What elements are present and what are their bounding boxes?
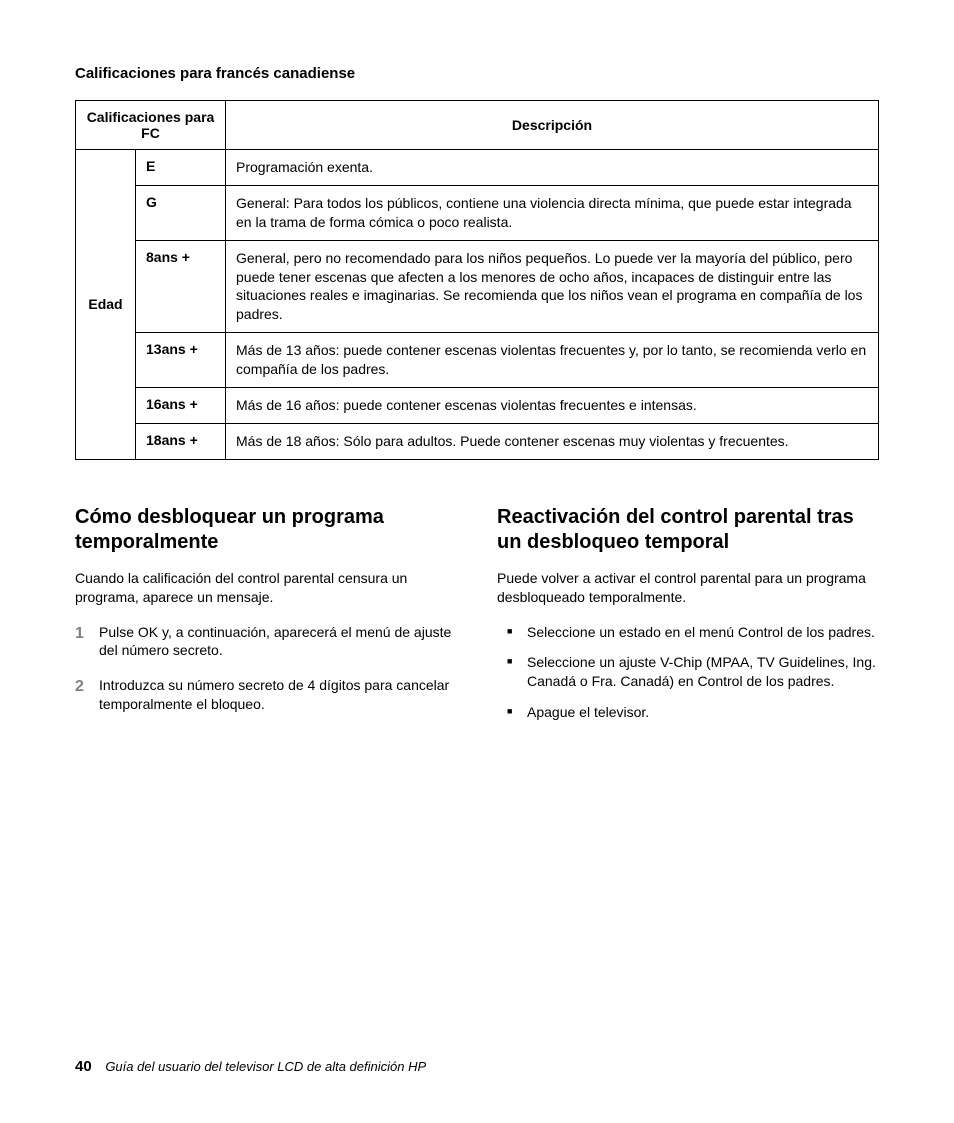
table-row-label: Edad — [76, 150, 136, 460]
step-item: 2Introduzca su número secreto de 4 dígit… — [99, 676, 457, 714]
left-heading: Cómo desbloquear un programa temporalmen… — [75, 505, 457, 555]
right-intro: Puede volver a activar el control parent… — [497, 569, 879, 607]
left-column: Cómo desbloquear un programa temporalmen… — [75, 505, 457, 734]
table-row: 16ans + Más de 16 años: puede contener e… — [76, 388, 879, 424]
table-row: 8ans + General, pero no recomendado para… — [76, 240, 879, 333]
rating-code: G — [136, 185, 226, 240]
step-item: 1Pulse OK y, a continuación, aparecerá e… — [99, 623, 457, 661]
rating-code: 16ans + — [136, 388, 226, 424]
table-row: G General: Para todos los públicos, cont… — [76, 185, 879, 240]
right-column: Reactivación del control parental tras u… — [497, 505, 879, 734]
page-footer: 40 Guía del usuario del televisor LCD de… — [75, 1058, 426, 1075]
bullet-item: Seleccione un ajuste V-Chip (MPAA, TV Gu… — [527, 653, 879, 691]
two-column-layout: Cómo desbloquear un programa temporalmen… — [75, 505, 879, 734]
table-row: 18ans + Más de 18 años: Sólo para adulto… — [76, 423, 879, 459]
rating-code: 13ans + — [136, 333, 226, 388]
table-header-description: Descripción — [226, 101, 879, 150]
steps-list: 1 Pulse OK y, a continuación, aparecerá e… — [75, 623, 457, 715]
rating-desc: Más de 13 años: puede contener escenas v… — [226, 333, 879, 388]
rating-desc: Más de 18 años: Sólo para adultos. Puede… — [226, 423, 879, 459]
table-header-ratings: Calificaciones para FC — [76, 101, 226, 150]
step-text: Introduzca su número secreto de 4 dígito… — [99, 677, 449, 712]
ratings-table: Calificaciones para FC Descripción Edad … — [75, 100, 879, 460]
rating-code: E — [136, 150, 226, 186]
section-title: Calificaciones para francés canadiense — [75, 65, 879, 82]
page-number: 40 — [75, 1058, 92, 1075]
table-row: 13ans + Más de 13 años: puede contener e… — [76, 333, 879, 388]
rating-desc: General: Para todos los públicos, contie… — [226, 185, 879, 240]
rating-desc: Más de 16 años: puede contener escenas v… — [226, 388, 879, 424]
step-text: Pulse OK y, a continuación, aparecerá el… — [99, 624, 451, 659]
rating-code: 8ans + — [136, 240, 226, 333]
rating-desc: General, pero no recomendado para los ni… — [226, 240, 879, 333]
left-intro: Cuando la calificación del control paren… — [75, 569, 457, 607]
step-number: 2 — [75, 676, 84, 698]
bullet-item: Apague el televisor. — [527, 703, 879, 722]
step-number: 1 — [75, 623, 84, 645]
bullet-item: Seleccione un estado en el menú Control … — [527, 623, 879, 642]
bullet-list: Seleccione un estado en el menú Control … — [497, 623, 879, 723]
rating-desc: Programación exenta. — [226, 150, 879, 186]
table-row: Edad E Programación exenta. — [76, 150, 879, 186]
document-title: Guía del usuario del televisor LCD de al… — [105, 1059, 426, 1074]
right-heading: Reactivación del control parental tras u… — [497, 505, 879, 555]
rating-code: 18ans + — [136, 423, 226, 459]
